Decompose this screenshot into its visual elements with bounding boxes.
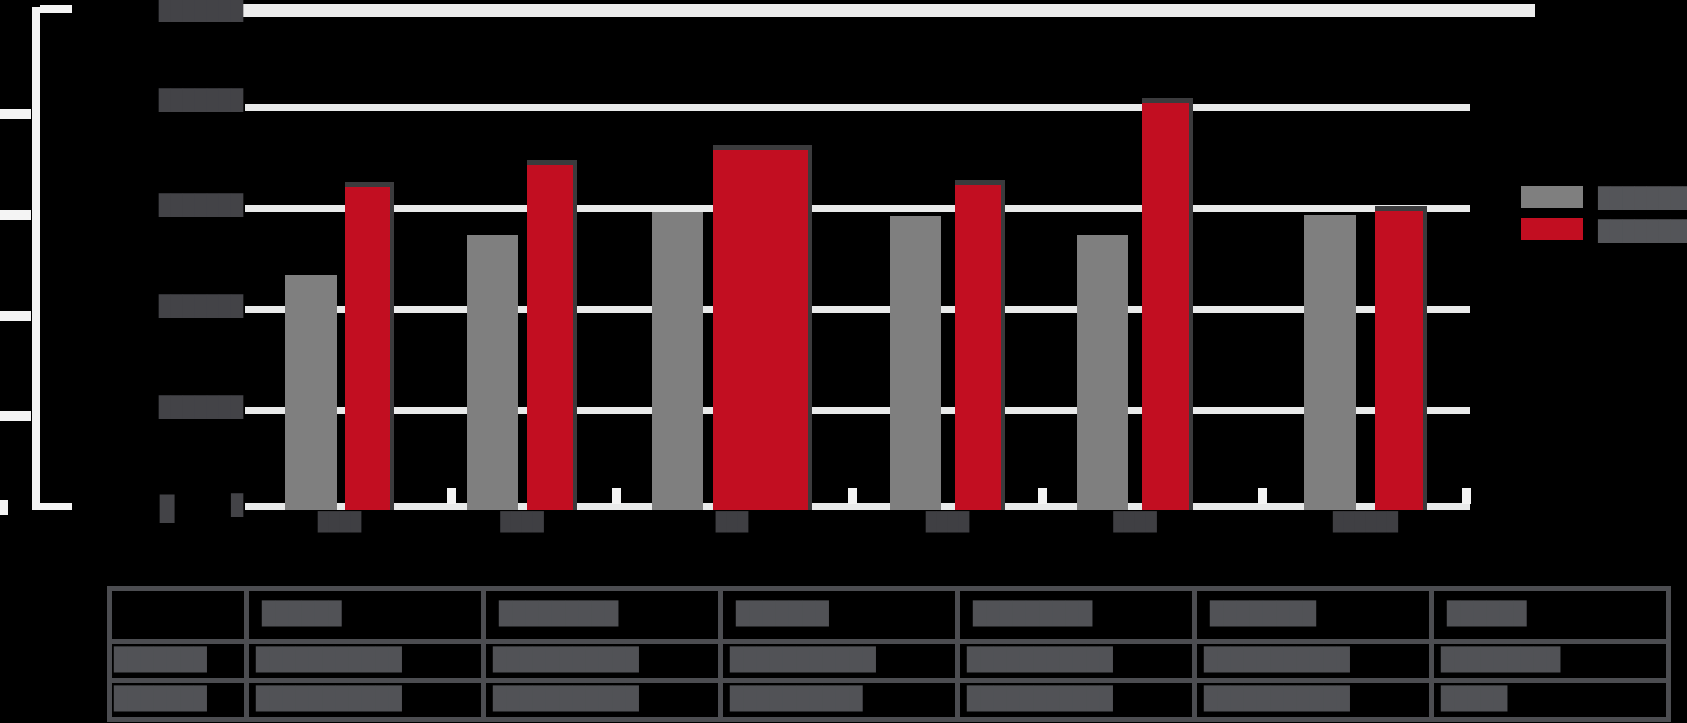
x-label-2: ████	[500, 512, 544, 533]
table-data-1-cell-5: ███████████	[955, 639, 1197, 683]
y-tick-label-2: ███████	[158, 88, 243, 112]
table-header-cell-3: █████████	[481, 586, 723, 644]
table-data-1-cell-2: ███████████	[244, 639, 486, 683]
data-table: ██████ █████████ ███████ █████████ ████████ █…	[107, 586, 1671, 722]
bar-gray-4	[890, 216, 941, 510]
table-data-2-cell-4: ██████████	[718, 678, 960, 722]
x-tick-4	[1038, 488, 1047, 504]
bar-gray-2	[467, 235, 518, 510]
table-data-1-cell-1: ███████	[107, 639, 249, 683]
y-left-tick-1	[0, 109, 31, 119]
table-header-cell-6: ████████	[1192, 586, 1434, 644]
y-axis-zero-tick	[0, 500, 8, 515]
x-tick-5	[1258, 488, 1267, 504]
y-tick-label-1: ███████	[158, 0, 243, 22]
top-gridline	[243, 4, 1535, 17]
y-axis-zero-label: █	[160, 495, 175, 523]
x-label-5: ████	[1113, 512, 1157, 533]
x-label-3: ███	[715, 512, 749, 533]
gridline-3	[245, 306, 1470, 313]
x-tick-1	[447, 488, 456, 504]
x-tick-3	[848, 488, 857, 504]
bar-red-4	[955, 180, 1005, 510]
x-axis-baseline	[245, 503, 1470, 510]
table-header-cell-5: █████████	[955, 586, 1197, 644]
y-axis-line	[32, 7, 40, 510]
bar-red-1	[345, 182, 394, 510]
table-data-1-cell-6: ███████████	[1192, 639, 1434, 683]
bar-red-5	[1142, 98, 1193, 510]
x-tick-2	[612, 488, 621, 504]
y-tick-label-6: █	[230, 493, 243, 517]
gridline-4	[245, 407, 1470, 414]
bar-gray-3	[652, 212, 703, 510]
x-label-4: ████	[925, 512, 970, 533]
table-data-1-row: ███████ ███████████ ███████████ ███████████…	[107, 639, 1671, 683]
gridline-1	[245, 104, 1470, 111]
table-data-2-cell-1: ███████	[107, 678, 249, 722]
gridline-2	[245, 205, 1470, 212]
table-header-cell-2: ██████	[244, 586, 486, 644]
table-header-cell-1	[107, 586, 249, 644]
legend-label-gray: ████████	[1598, 186, 1687, 210]
x-tick-6	[1462, 488, 1471, 504]
bar-gray-6	[1304, 215, 1356, 510]
y-left-tick-4	[0, 411, 31, 421]
table-data-1-cell-7: █████████	[1429, 639, 1671, 683]
bar-red-6	[1375, 206, 1427, 510]
x-label-6: ██████	[1332, 512, 1399, 533]
table-data-2-cell-7: █████	[1429, 678, 1671, 722]
y-axis-top-tick	[40, 5, 72, 13]
table-header-cell-7: ██████	[1429, 586, 1671, 644]
y-tick-label-5: ███████	[158, 395, 243, 419]
x-label-1: ████	[317, 512, 362, 533]
legend-label-red: ████████	[1598, 219, 1687, 243]
y-tick-label-3: ███████	[158, 193, 243, 217]
bar-gray-1	[285, 275, 337, 510]
bar-gray-5	[1077, 235, 1128, 510]
bar-red-2	[527, 160, 577, 510]
table-data-2-cell-5: ███████████	[955, 678, 1197, 722]
bar-red-3	[713, 145, 812, 510]
y-left-tick-3	[0, 311, 31, 321]
table-header-row: ██████ █████████ ███████ █████████ ████████ █…	[107, 586, 1671, 644]
table-data-1-cell-3: ███████████	[481, 639, 723, 683]
table-header-cell-4: ███████	[718, 586, 960, 644]
y-axis-bottom-tick	[40, 503, 72, 510]
table-data-2-cell-2: ███████████	[244, 678, 486, 722]
table-data-2-row: ███████ ███████████ ███████████ ██████████ █…	[107, 678, 1671, 722]
legend-swatch-red	[1521, 218, 1583, 240]
y-left-tick-2	[0, 210, 31, 220]
table-data-1-cell-4: ███████████	[718, 639, 960, 683]
legend-swatch-gray	[1521, 186, 1583, 208]
table-data-2-cell-3: ███████████	[481, 678, 723, 722]
y-tick-label-4: ███████	[158, 294, 243, 318]
table-data-2-cell-6: ███████████	[1192, 678, 1434, 722]
